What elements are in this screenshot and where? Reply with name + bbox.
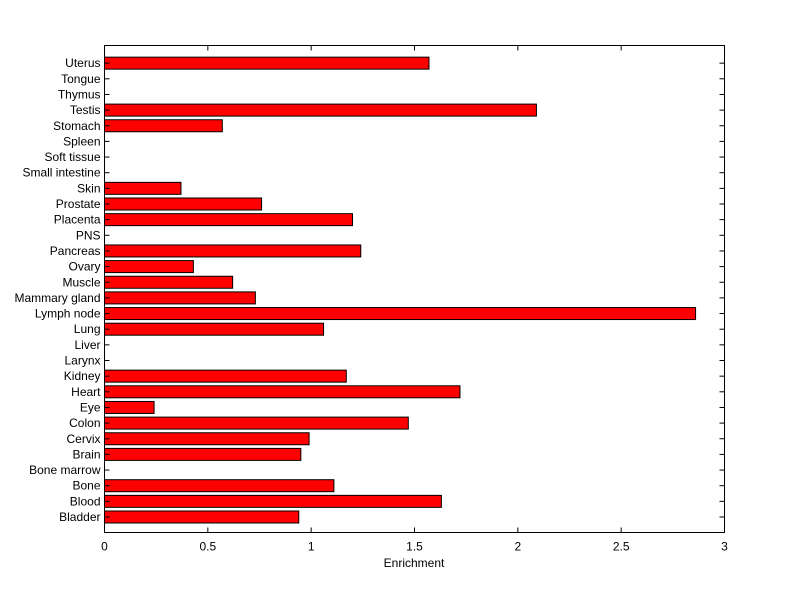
category-label: Soft tissue	[44, 150, 100, 164]
category-label: Lung	[74, 322, 101, 336]
bar-ovary	[104, 260, 194, 274]
category-label: Brain	[72, 447, 100, 461]
bar-bone	[104, 479, 335, 493]
bar-heart	[104, 385, 461, 399]
category-label: Spleen	[63, 134, 100, 148]
category-label: Cervix	[66, 432, 100, 446]
category-label: Stomach	[53, 119, 100, 133]
bar-uterus	[104, 56, 430, 70]
bar-prostate	[104, 197, 263, 211]
category-label: Bladder	[59, 510, 100, 524]
category-label: Testis	[70, 103, 101, 117]
category-label: Uterus	[65, 56, 100, 70]
category-label: Skin	[77, 181, 100, 195]
bar-eye	[104, 400, 155, 414]
bar-stomach	[104, 119, 223, 133]
bar-muscle	[104, 275, 234, 289]
bar-lung	[104, 322, 325, 336]
x-tick-label: 2.5	[613, 540, 630, 554]
plot-area-frame	[104, 45, 725, 533]
category-label: Muscle	[62, 275, 100, 289]
category-label: Blood	[70, 494, 101, 508]
bars-layer	[104, 56, 697, 524]
x-tick-label: 1	[308, 540, 315, 554]
category-label: Mammary gland	[14, 291, 100, 305]
category-label: Larynx	[64, 354, 100, 368]
x-tick-label: 0	[101, 540, 108, 554]
bar-testis	[104, 103, 537, 117]
bar-placenta	[104, 213, 353, 227]
bar-cervix	[104, 432, 310, 446]
category-label: Liver	[74, 338, 100, 352]
category-label: PNS	[76, 228, 101, 242]
bar-blood	[104, 494, 442, 508]
bar-pancreas	[104, 244, 362, 258]
bar-mammary-gland	[104, 291, 256, 305]
category-label: Heart	[71, 385, 101, 399]
category-label: Colon	[69, 416, 100, 430]
bar-kidney	[104, 369, 347, 383]
x-tick-labels: 0 0.5 1 1.5 2 2.5 3	[101, 540, 728, 554]
bar-bladder	[104, 510, 300, 524]
category-label: Ovary	[68, 260, 100, 274]
category-label: Bone	[72, 479, 100, 493]
category-label: Prostate	[56, 197, 101, 211]
bar-colon	[104, 416, 409, 430]
category-label: Eye	[80, 400, 101, 414]
category-label: Lymph node	[35, 307, 101, 321]
x-tick-label: 2	[514, 540, 521, 554]
bar-lymph-node	[104, 307, 697, 321]
x-tick-label: 3	[721, 540, 728, 554]
category-label: Thymus	[58, 87, 101, 101]
bar-skin	[104, 181, 182, 195]
category-label: Small intestine	[22, 166, 100, 180]
x-axis-label: Enrichment	[384, 556, 445, 570]
category-label: Kidney	[64, 369, 101, 383]
x-tick-label: 1.5	[406, 540, 423, 554]
category-label: Bone marrow	[29, 463, 101, 477]
category-label: Placenta	[54, 213, 101, 227]
bar-brain	[104, 447, 302, 461]
x-tick-label: 0.5	[199, 540, 216, 554]
category-label: Pancreas	[50, 244, 101, 258]
category-label: Tongue	[61, 72, 101, 86]
